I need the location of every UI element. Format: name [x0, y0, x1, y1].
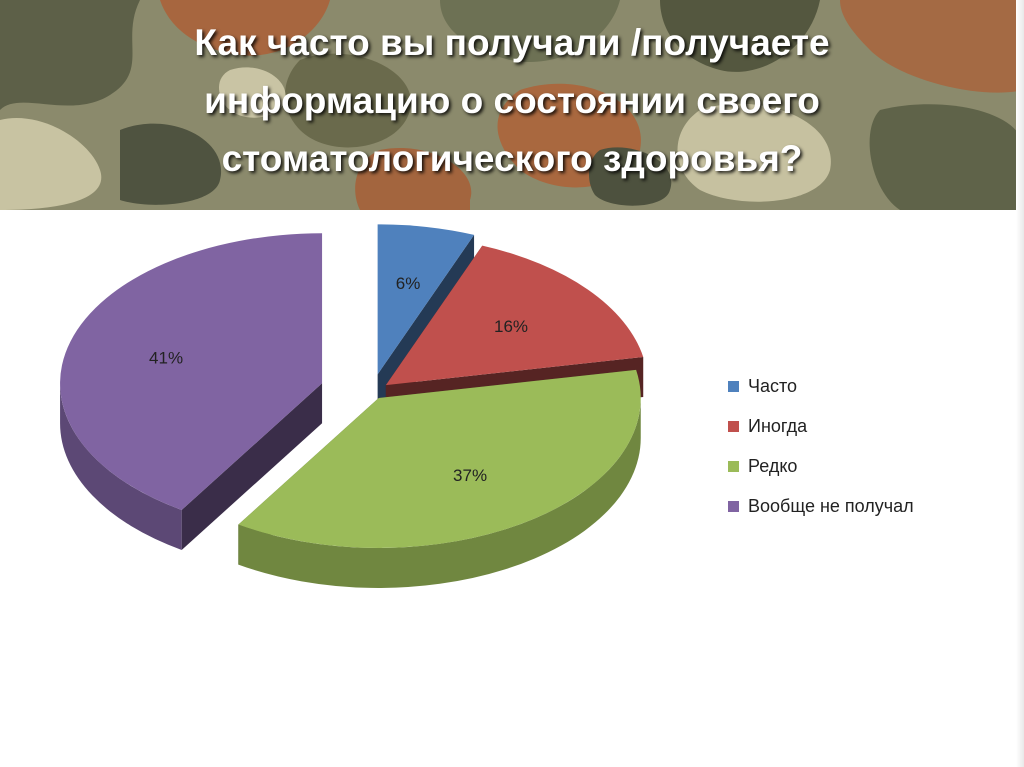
pie-slice-редко: [238, 369, 641, 588]
legend-item: Часто: [728, 376, 797, 396]
chart-area: 6% 16% 37% 41% Часто Иногда Редко Вообще не по…: [0, 210, 1024, 767]
title-line-2: информацию о состоянии своего: [204, 80, 820, 121]
title-line-3: стоматологического здоровья?: [221, 138, 803, 179]
legend-label: Часто: [748, 376, 797, 396]
legend-label: Вообще не получал: [748, 496, 914, 516]
title-line-1: Как часто вы получали /получаете: [194, 22, 830, 63]
legend: Часто Иногда Редко Вообще не получал: [728, 376, 914, 516]
camouflage-background: [0, 0, 1024, 210]
legend-item: Редко: [728, 456, 797, 476]
legend-item: Вообще не получал: [728, 496, 914, 516]
legend-swatch: [728, 381, 739, 392]
legend-swatch: [728, 461, 739, 472]
slice-labels: 6% 16% 37% 41%: [149, 274, 528, 485]
slide-edge-shadow: [1016, 0, 1024, 767]
slices-layer: [60, 224, 644, 588]
slice-label-часто: 6%: [396, 274, 421, 293]
legend-swatch: [728, 421, 739, 432]
header-banner: Как часто вы получали /получаете информа…: [0, 0, 1024, 210]
slice-label-вообще-не-получал: 41%: [149, 348, 183, 367]
slice-label-иногда: 16%: [494, 317, 528, 336]
legend-item: Иногда: [728, 416, 808, 436]
pie-chart: 6% 16% 37% 41% Часто Иногда Редко Вообще не по…: [60, 224, 914, 588]
slice-label-редко: 37%: [453, 466, 487, 485]
legend-label: Иногда: [748, 416, 808, 436]
slide-title: Как часто вы получали /получаете информа…: [60, 14, 964, 188]
legend-label: Редко: [748, 456, 797, 476]
legend-swatch: [728, 501, 739, 512]
pie-slice-вообще-не-получал: [60, 233, 323, 550]
